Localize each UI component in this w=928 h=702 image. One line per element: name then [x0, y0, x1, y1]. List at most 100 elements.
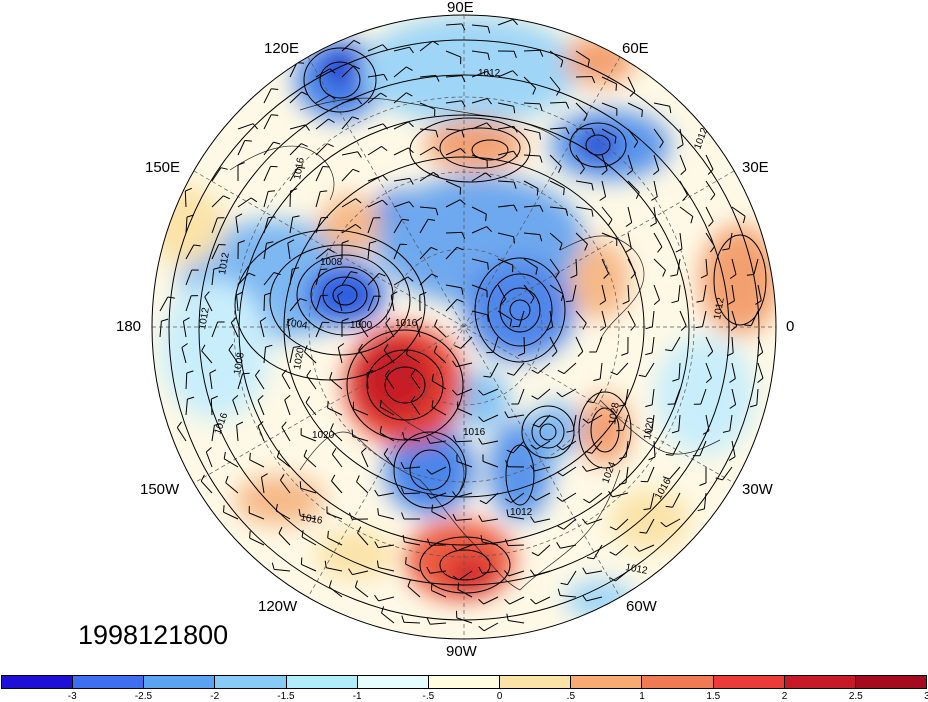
wind-barb-flag	[252, 123, 258, 130]
wind-barb-flag	[485, 214, 487, 222]
wind-barb	[731, 388, 737, 405]
anomaly-blob	[578, 129, 618, 161]
wind-barb	[236, 295, 239, 312]
wind-barb	[601, 206, 613, 220]
wind-barb-flag	[757, 377, 764, 383]
wind-barb-flag	[209, 369, 217, 374]
wind-barb	[471, 258, 488, 264]
contour-label: 1008	[320, 257, 343, 268]
wind-barb-flag	[232, 395, 239, 401]
wind-barb	[263, 141, 274, 156]
wind-barb-flag	[357, 526, 362, 534]
wind-barb	[534, 518, 551, 523]
wind-barb	[612, 492, 629, 498]
wind-barb	[225, 482, 239, 494]
wind-barb-flag	[513, 181, 517, 189]
wind-barb	[624, 388, 629, 405]
wind-barb-flag	[478, 438, 483, 445]
wind-barb	[390, 295, 395, 312]
wind-barb	[537, 544, 551, 557]
wind-barb	[237, 140, 246, 156]
wind-barb-flag	[586, 400, 594, 404]
wind-barb-flag	[327, 401, 329, 409]
wind-barb	[406, 354, 421, 364]
wind-barb-flag	[584, 243, 588, 251]
wind-barb	[482, 460, 499, 468]
wind-barb	[315, 322, 323, 338]
wind-barb-flag	[305, 396, 311, 403]
wind-barb-flag	[645, 326, 653, 330]
wind-barb	[431, 511, 447, 520]
anomaly-blob	[235, 475, 325, 525]
wind-barb	[679, 180, 688, 196]
wind-barb-flag	[556, 471, 563, 477]
wind-barb	[281, 426, 291, 442]
wind-barb-flag	[591, 183, 594, 191]
wind-barb-flag	[506, 613, 509, 621]
wind-barb-flag	[271, 562, 275, 570]
wind-barb	[367, 92, 381, 104]
longitude-label: 150E	[145, 159, 181, 176]
wind-barb-flag	[512, 325, 520, 328]
wind-barb	[731, 206, 746, 217]
wind-barb	[419, 40, 433, 52]
anomaly-shading	[152, 15, 776, 620]
contour-label: 1012	[510, 507, 533, 518]
wind-barb-flag	[167, 296, 175, 299]
wind-barb	[731, 440, 736, 457]
wind-barb	[497, 204, 514, 208]
wind-barb-flag	[530, 495, 537, 501]
wind-barb-flag	[361, 447, 367, 453]
wind-barb	[627, 206, 633, 223]
wind-barb-flag	[722, 430, 730, 433]
wind-barb	[753, 258, 759, 275]
longitude-label: 60E	[622, 40, 649, 57]
wind-barb-flag	[385, 317, 391, 324]
wind-barb-flag	[183, 317, 190, 322]
wind-barb	[289, 124, 306, 130]
wind-barb-flag	[560, 293, 564, 302]
wind-barb	[534, 466, 551, 472]
wind-barb-flag	[708, 220, 714, 227]
wind-barb-flag	[696, 300, 704, 303]
wind-barb-flag	[536, 188, 539, 196]
wind-barb-flag	[582, 518, 588, 525]
wind-barb	[367, 243, 371, 260]
wind-barb	[471, 50, 488, 54]
wind-barb-flag	[608, 490, 613, 498]
wind-barb-flag	[456, 298, 464, 303]
wind-barb	[456, 362, 473, 368]
wind-barb	[497, 232, 514, 238]
wind-barb-flag	[383, 74, 388, 81]
wind-barb-flag	[407, 579, 411, 587]
wind-barb-flag	[236, 421, 244, 426]
wind-barb	[757, 362, 764, 379]
wind-barb	[263, 217, 269, 234]
wind-barb	[653, 258, 666, 271]
wind-barb	[419, 247, 432, 260]
wind-barb	[651, 310, 655, 327]
wind-barb	[599, 362, 603, 379]
wind-barb-flag	[657, 246, 663, 253]
wind-barb-flag	[426, 538, 431, 546]
wind-barb	[622, 414, 629, 431]
wind-barb	[385, 323, 395, 338]
wind-barb-flag	[400, 461, 405, 469]
wind-barb	[263, 347, 266, 364]
wind-barb-flag	[275, 503, 278, 511]
wind-barb-flag	[292, 215, 300, 218]
wind-barb	[393, 147, 409, 156]
wind-barb	[601, 154, 608, 171]
contour-label: 1016	[463, 427, 486, 438]
wind-barb	[301, 563, 317, 572]
wind-barb-flag	[211, 395, 218, 400]
colorbar-tick-label: -2.5	[134, 691, 153, 702]
wind-barb-flag	[278, 526, 283, 534]
wind-barb-flag	[431, 504, 433, 512]
wind-barb	[575, 232, 588, 245]
wind-barb	[562, 466, 577, 477]
wind-barb	[508, 570, 525, 577]
wind-barb	[337, 347, 343, 364]
wind-barb	[517, 388, 525, 405]
wind-barb	[289, 298, 301, 312]
